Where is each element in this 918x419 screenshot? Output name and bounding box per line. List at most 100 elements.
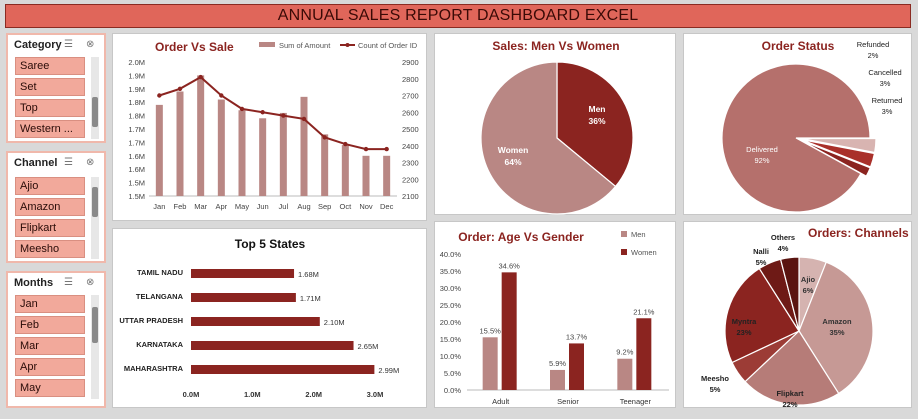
y-tick: 0.0% (444, 386, 461, 395)
slicer-item[interactable]: Saree (15, 57, 85, 75)
slicer-channel-label: Channel (14, 157, 58, 169)
multi-select-icon[interactable]: ☰ (64, 39, 73, 50)
slice-pct: 23% (736, 328, 751, 337)
state-bar (191, 365, 375, 374)
dashboard-title: ANNUAL SALES REPORT DASHBOARD EXCEL (277, 7, 639, 24)
state-value-label: 2.10M (324, 318, 345, 327)
slice-label: Delivered (746, 145, 778, 154)
pie-slice-flipkart (744, 330, 840, 406)
multi-select-icon[interactable]: ☰ (64, 277, 73, 288)
slicer-item[interactable]: May (15, 379, 85, 397)
slicer-channel[interactable]: Channel ☰ ⊗ Ajio Amazon Flipkart Meesho (6, 151, 106, 263)
clear-filter-icon[interactable]: ⊗ (86, 39, 95, 50)
clear-filter-icon[interactable]: ⊗ (86, 277, 95, 288)
x-tick: 3.0M (367, 390, 384, 399)
slicer-item[interactable]: Top (15, 99, 85, 117)
bar-value-label: 13.7% (566, 332, 588, 341)
bar-sum-of-amount (341, 145, 349, 196)
slice-label: Cancelled (868, 68, 901, 77)
y-left-tick: 1.5M (128, 179, 145, 188)
state-bar (191, 293, 296, 302)
slicer-item[interactable]: Western ... (15, 120, 85, 138)
slicer-item[interactable]: Apr (15, 358, 85, 376)
state-label: UTTAR PRADESH (119, 316, 183, 325)
bar-value-label: 34.6% (499, 261, 521, 270)
panel-order-vs-sale: Order Vs Sale Sum of Amount Count of Order… (112, 33, 427, 221)
slice-pct: 36% (588, 116, 605, 126)
x-tick: Teenager (620, 397, 652, 406)
chart-title: Top 5 States (235, 237, 306, 251)
multi-select-icon[interactable]: ☰ (64, 157, 73, 168)
slicer-item[interactable]: Amazon (15, 198, 85, 216)
x-tick: Senior (557, 397, 579, 406)
bar-value-label: 15.5% (480, 326, 502, 335)
legend-label: Men (631, 230, 646, 239)
line-point (177, 86, 183, 91)
slicer-item[interactable]: Mar (15, 337, 85, 355)
bar-sum-of-amount (383, 155, 391, 196)
slicer-scrollbar[interactable] (91, 177, 99, 259)
slicer-scrollbar[interactable] (91, 295, 99, 399)
slicer-scrollbar[interactable] (91, 57, 99, 139)
slice-pct: 64% (504, 157, 521, 167)
bar-value-label: 21.1% (633, 307, 655, 316)
bar-sum-of-amount (300, 96, 308, 196)
slice-label: Amazon (822, 317, 852, 326)
scroll-thumb[interactable] (92, 307, 98, 343)
state-label: KARNATAKA (136, 340, 183, 349)
legend-swatch (621, 231, 627, 237)
slice-label: Men (589, 104, 606, 114)
x-tick: Oct (339, 202, 352, 211)
line-point (384, 146, 389, 152)
x-tick: Jul (279, 202, 289, 211)
state-value-label: 2.65M (358, 342, 379, 351)
slicer-item[interactable]: Meesho (15, 240, 85, 258)
panel-sales-men-women: Sales: Men Vs Women Men 36% Women 64% (434, 33, 676, 215)
line-point (363, 146, 369, 152)
slicer-item[interactable]: Jan (15, 295, 85, 313)
slice-pct: 5% (710, 385, 721, 394)
y-right-tick: 2800 (402, 75, 419, 84)
x-tick: Jan (153, 202, 165, 211)
y-tick: 5.0% (444, 369, 461, 378)
slicer-months[interactable]: Months ☰ ⊗ Jan Feb Mar Apr May (6, 271, 106, 408)
state-value-label: 1.68M (298, 270, 319, 279)
slicer-item[interactable]: Set (15, 78, 85, 96)
dashboard-title-bar: ANNUAL SALES REPORT DASHBOARD EXCEL (5, 4, 911, 28)
y-tick: 25.0% (440, 301, 462, 310)
chart-title: Sales: Men Vs Women (492, 39, 619, 53)
y-left-tick: 1.9M (128, 71, 145, 80)
y-left-tick: 1.5M (128, 192, 145, 201)
pie-slice-refunded (801, 139, 872, 178)
panel-orders-channels: Orders: Channels Ajio 6% Amazon 35% Flipkart 2… (683, 221, 912, 409)
slicer-item[interactable]: Flipkart (15, 219, 85, 237)
slice-pct: 4% (778, 244, 789, 253)
pie-slice-men (556, 61, 634, 188)
line-point (322, 135, 327, 140)
y-right-tick: 2600 (402, 108, 419, 117)
slicer-months-label: Months (14, 277, 54, 289)
slicer-item[interactable]: Feb (15, 316, 85, 334)
state-label: MAHARASHTRA (124, 364, 184, 373)
slice-label: Myntra (732, 317, 757, 326)
scroll-thumb[interactable] (92, 187, 98, 217)
slice-pct: 22% (782, 400, 797, 409)
slice-pct: 2% (868, 51, 879, 60)
y-tick: 10.0% (440, 352, 462, 361)
scroll-thumb[interactable] (92, 97, 98, 127)
slice-label: Women (498, 145, 529, 155)
bar-sum-of-amount (238, 110, 246, 196)
bar-sum-of-amount (321, 134, 329, 196)
y-left-tick: 1.6M (128, 165, 145, 174)
slice-pct: 6% (803, 286, 814, 295)
legend-marker (345, 43, 350, 47)
x-tick: Dec (380, 202, 394, 211)
line-point (281, 113, 286, 118)
state-bar (191, 317, 320, 326)
clear-filter-icon[interactable]: ⊗ (86, 157, 95, 168)
slicer-item[interactable]: Ajio (15, 177, 85, 195)
pie-slice-cancelled (801, 139, 876, 168)
x-tick: 1.0M (244, 390, 261, 399)
bar-sum-of-amount (176, 91, 184, 196)
slicer-category[interactable]: Category ☰ ⊗ Saree Set Top Western ... (6, 33, 106, 143)
